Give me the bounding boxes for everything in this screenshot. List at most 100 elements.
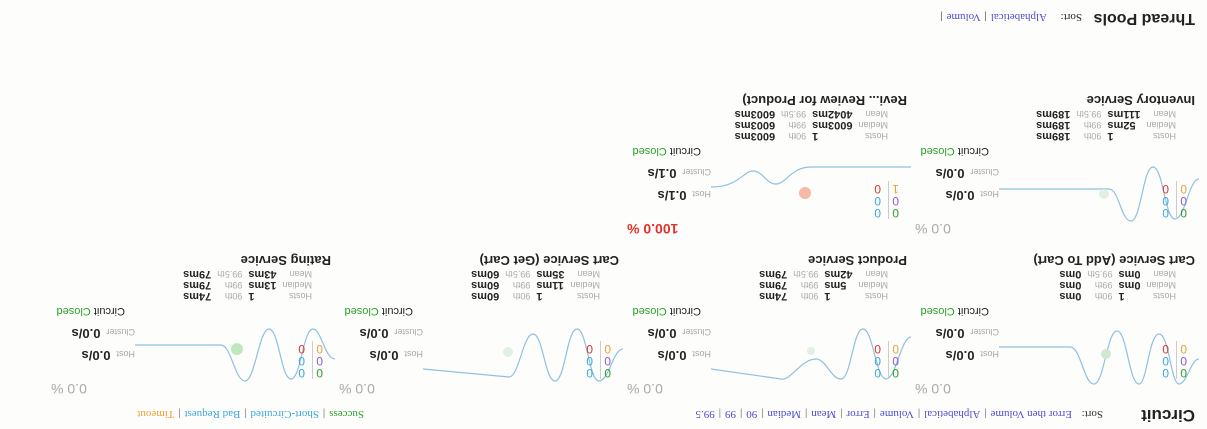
p995-label: 99.5th (793, 269, 819, 279)
sparkline-path (999, 166, 1199, 222)
cluster-rate-row: Cluster 0.0/s (936, 166, 999, 181)
count-rejected: 0 (874, 342, 881, 356)
p90-label: 90th (1094, 291, 1113, 301)
hosts-label: Hosts (864, 131, 888, 141)
circuit-sort-label: Sort: (1081, 408, 1103, 420)
count-rejected: 0 (298, 342, 305, 356)
mean-label: Mean (1153, 269, 1176, 279)
sort-90[interactable]: 90 (746, 408, 758, 420)
mean-value: 111ms (1107, 108, 1141, 120)
cluster-rate-row: Cluster 0.0/s (360, 326, 423, 341)
mean-label: Mean (865, 269, 888, 279)
circuit-name: Rating Service (240, 253, 331, 268)
count-rejected: 0 (1162, 342, 1169, 356)
p995-label: 99.5th (505, 269, 531, 279)
p99-value: 0ms (1059, 279, 1082, 291)
sort-mean[interactable]: Mean (811, 408, 837, 420)
circuit-title: Circuit (1141, 406, 1195, 425)
sparkline (999, 166, 1199, 222)
sort-error-then-volume[interactable]: Error then Volume (990, 408, 1072, 420)
tp-sort-alphabetical[interactable]: Alphabetical (990, 11, 1047, 23)
cluster-rate-row: Cluster 0.0/s (648, 326, 711, 341)
tp-sort-volume[interactable]: Volume (946, 11, 981, 23)
circuit-name: Inventory Service (1086, 93, 1195, 108)
p99-label: 99th (1094, 280, 1113, 290)
sort-99-5[interactable]: 99.5 (695, 408, 715, 420)
median-label: Median (1146, 120, 1176, 130)
hosts-value: 1 (812, 130, 819, 142)
p90-label: 90th (1083, 131, 1102, 141)
host-rate-row: Host 0.1/s (658, 188, 711, 203)
mean-label: Mean (577, 269, 600, 279)
p90-label: 90th (224, 291, 243, 301)
legend-success: Success (329, 408, 364, 420)
count-rejected: 0 (586, 342, 593, 356)
median-label: Median (858, 120, 888, 130)
median-value: 0ms (1118, 279, 1141, 291)
thread-pools-title: Thread Pools (1093, 10, 1195, 27)
host-label: Host (692, 349, 711, 359)
circuit-legend: Success|Short-Circuited|Bad Request|Time… (137, 408, 364, 420)
sparkline (711, 328, 911, 380)
circuit-status: Closed (344, 305, 379, 317)
error-rate: 0.0 % (915, 381, 951, 397)
circuit-card: 0.0 % 0 0 0 0 0 0 Host0.0/s Cluster0.0/s… (45, 251, 335, 399)
p995-value: 6003ms (734, 108, 776, 120)
count-timeout: 0 (1180, 342, 1187, 356)
legend-timeout: Timeout (137, 408, 175, 420)
p995-value: 79ms (183, 268, 212, 280)
hosts-label: Hosts (864, 291, 888, 301)
p995-value: 189ms (1036, 108, 1071, 120)
count-rejected: 0 (1162, 182, 1169, 196)
mean-label: Mean (289, 269, 312, 279)
sort-alphabetical[interactable]: Alphabetical (924, 408, 981, 420)
mean-label: Mean (865, 109, 888, 119)
hosts-label: Hosts (1152, 131, 1176, 141)
sort-error[interactable]: Error (846, 408, 870, 420)
circuit-label: Circuit (669, 145, 701, 157)
p99-value: 79ms (183, 279, 212, 291)
counts-divider (1176, 181, 1177, 219)
latency-table: Hosts 1 90th 6003ms Median 6003ms 99th 6… (732, 108, 891, 142)
sort-median[interactable]: Median (767, 408, 802, 420)
sparkline-path (999, 330, 1199, 385)
p99-value: 79ms (759, 279, 788, 291)
median-value: 52ms (1107, 119, 1136, 131)
sort-99[interactable]: 99 (725, 408, 736, 420)
circuit-name: Product Service (808, 253, 907, 268)
circuit-label: Circuit (381, 305, 413, 317)
host-rate-row: Host 0.0/s (370, 348, 423, 363)
host-label: Host (980, 189, 999, 199)
cluster-rate: 0.0/s (647, 326, 677, 341)
median-value: 5ms (824, 279, 847, 291)
median-label: Median (858, 280, 888, 290)
error-rate: 0.0 % (51, 381, 87, 397)
mean-value: 0ms (1118, 268, 1141, 280)
count-timeout: 0 (1180, 182, 1187, 196)
sparkline-path (711, 328, 911, 380)
p99-label: 99th (788, 120, 807, 130)
p995-label: 99.5th (217, 269, 243, 279)
legend-bad-request: Bad Request (184, 408, 241, 420)
sparkline-path (423, 328, 623, 382)
error-rate: 100.0 % (627, 221, 679, 237)
host-rate: 0.0/s (945, 188, 975, 203)
circuit-sort-options: Error then Volume|Alphabetical|Volume|Er… (695, 408, 1072, 420)
thread-pools-sort-options: Alphabetical|Volume| (940, 11, 1047, 23)
hosts-value: 1 (248, 290, 255, 302)
circuit-label: Circuit (957, 305, 989, 317)
median-label: Median (1146, 280, 1176, 290)
median-label: Median (282, 280, 312, 290)
hosts-value: 1 (1118, 290, 1125, 302)
p99-value: 6003ms (734, 119, 776, 131)
circuit-card: 100.0 % 0 0 1 0 0 0 Host0.1/s Cluster0.1… (621, 91, 911, 239)
sort-volume[interactable]: Volume (879, 408, 914, 420)
p995-label: 99.5th (781, 109, 807, 119)
thread-pools-header: Thread Pools Sort: Alphabetical|Volume| (0, 1, 1207, 41)
p99-label: 99th (1083, 120, 1102, 130)
median-value: 11ms (536, 279, 564, 291)
hosts-label: Hosts (576, 291, 600, 301)
host-rate-row: Host 0.0/s (82, 348, 135, 363)
cluster-label: Cluster (394, 327, 423, 337)
